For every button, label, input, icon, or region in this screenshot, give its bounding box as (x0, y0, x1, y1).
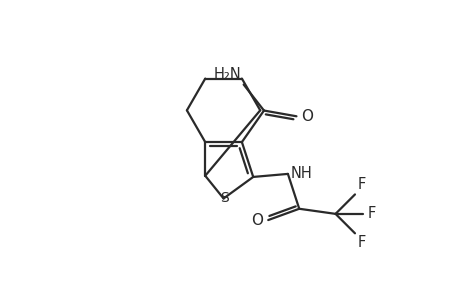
Text: H₂N: H₂N (213, 67, 241, 82)
Text: O: O (251, 212, 263, 227)
Text: F: F (357, 177, 365, 192)
Text: F: F (367, 206, 375, 221)
Text: F: F (357, 235, 365, 250)
Text: O: O (301, 109, 313, 124)
Text: S: S (220, 191, 229, 206)
Text: NH: NH (290, 167, 312, 182)
